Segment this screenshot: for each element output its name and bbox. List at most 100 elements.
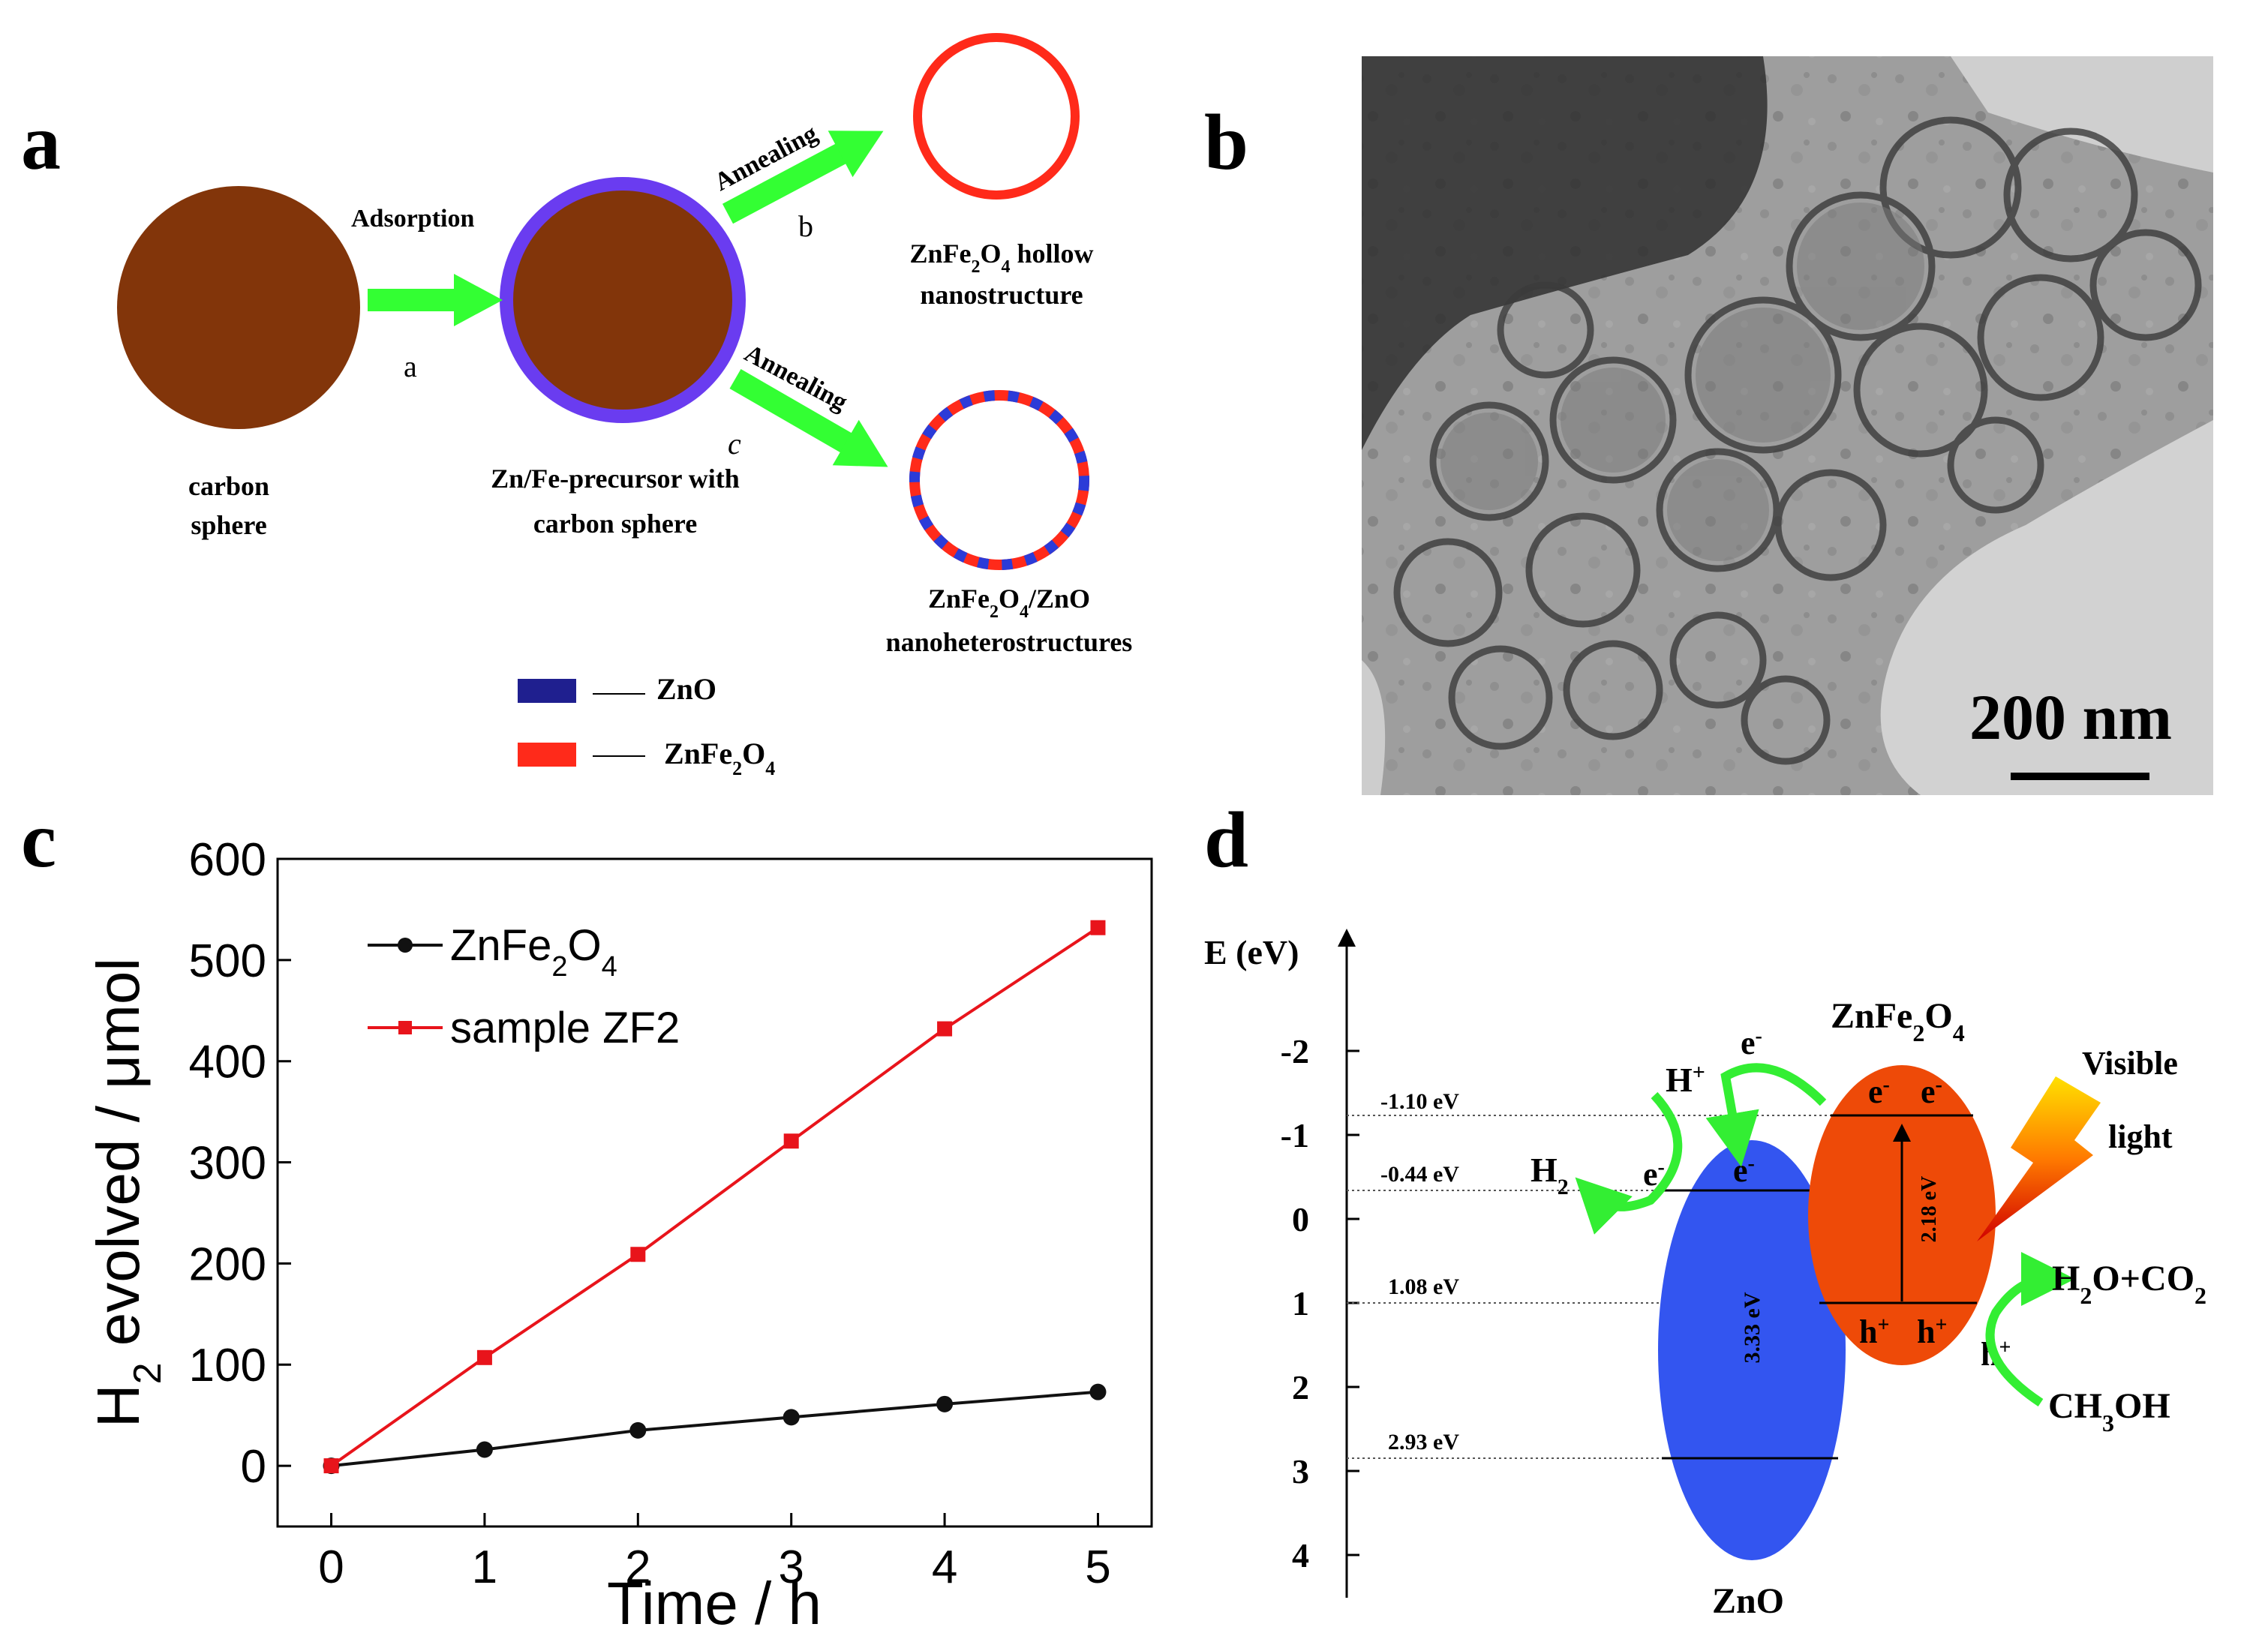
oxidation-arrow: [1985, 1252, 2075, 1406]
h2-evolution-arrow: [1575, 1091, 1683, 1235]
energy-tick-label: 3: [1292, 1452, 1309, 1490]
electron-transfer: e-: [1741, 1025, 1762, 1062]
panel-b-letter: b: [1204, 98, 1248, 186]
tem-image: [1362, 56, 2213, 795]
series-line-1: [330, 926, 1099, 1467]
data-point: [783, 1133, 799, 1149]
x-axis: 0 1 2 3 4 5: [318, 1513, 1111, 1593]
h-plus-label: H+: [1666, 1060, 1705, 1100]
y-tick-label: 400: [189, 1037, 266, 1088]
energy-tick-label: 4: [1292, 1536, 1309, 1574]
energy-tick-label: 2: [1292, 1368, 1309, 1406]
hetero-label-1: ZnFe2O4/ZnO: [928, 584, 1090, 622]
data-point: [937, 1021, 953, 1037]
carbon-sphere: [117, 186, 360, 429]
zno-label: ZnO: [1712, 1581, 1784, 1621]
precursor-sphere: [500, 177, 746, 423]
data-point: [1089, 1383, 1107, 1400]
legend-zf2-text: sample ZF2: [450, 1004, 680, 1052]
x-tick-label: 4: [932, 1541, 957, 1593]
x-tick-label: 2: [625, 1541, 650, 1593]
legend-c: ZnFe2O4 sample ZF2: [368, 921, 680, 1052]
legend-znfe-marker: [398, 938, 413, 953]
x-tick-label: 3: [778, 1541, 804, 1593]
legend-znfe-label: ZnFe2O4: [664, 737, 775, 779]
hollow-label-1: ZnFe2O4 hollow: [909, 239, 1093, 277]
step-a-label: a: [404, 350, 417, 383]
energy-tick-label: -1: [1281, 1116, 1309, 1154]
panel-d: d E (eV) -2 -1 0 1 2 3 4 -1.10 eV -0.44 eV 1.0…: [1204, 796, 2206, 1621]
level-label-3: 1.08 eV: [1388, 1274, 1459, 1299]
y-tick-label: 200: [189, 1238, 266, 1290]
series-line-0: [331, 1390, 1098, 1468]
y-axis-label: H2 evolved / μmol: [85, 958, 170, 1427]
data-point: [476, 1349, 492, 1365]
plot-frame: [276, 857, 1153, 1528]
x-tick-label: 1: [472, 1541, 497, 1593]
carbon-sphere-label-2: sphere: [191, 510, 266, 540]
energy-ticks: -2 -1 0 1 2 3 4: [1281, 1032, 1359, 1574]
hole-1: h+: [1859, 1313, 1889, 1351]
electron-znfe-1: e-: [1868, 1073, 1890, 1111]
precursor-label-2: carbon sphere: [533, 509, 697, 539]
x-axis-label: Time / h: [607, 1570, 822, 1637]
energy-tick-label: -2: [1281, 1032, 1309, 1070]
electron-transfer-arrow: [1705, 1063, 1827, 1167]
data-point: [629, 1421, 647, 1439]
panel-b: b: [1204, 56, 2213, 795]
data-point: [476, 1441, 493, 1458]
lightning-icon: [1977, 1076, 2101, 1241]
step-b-label: b: [798, 209, 813, 243]
energy-axis-label: E (eV): [1204, 933, 1299, 971]
adsorption-label: Adsorption: [351, 205, 474, 233]
arrow-annealing-c: [729, 369, 888, 467]
data-point: [630, 1247, 646, 1262]
scale-bar: [2011, 773, 2149, 780]
reactant-label: CH3OH: [2048, 1386, 2170, 1436]
y-axis: 0 100 200 300 400 500 600: [189, 834, 291, 1493]
carbon-sphere-label-1: carbon: [188, 471, 269, 501]
hollow-sphere: [913, 33, 1080, 200]
legend-zf2-marker: [398, 1021, 412, 1034]
panel-c-letter: c: [21, 796, 56, 884]
panel-c: c 0 100 200 300 400 500 600 0 1 2 3 4 5 Time / h H2…: [21, 796, 1153, 1637]
x-tick-label: 0: [318, 1541, 344, 1593]
hollow-label-2: nanostructure: [920, 280, 1083, 310]
energy-tick-label: 0: [1292, 1200, 1309, 1238]
light-label: light: [2108, 1118, 2173, 1155]
legend-znfe-text: ZnFe2O4: [450, 921, 617, 983]
heterostructure-zno-segments: [909, 390, 1089, 570]
legend-a: ZnO ZnFe2O4: [518, 672, 775, 779]
arrow-annealing-b: [722, 131, 884, 224]
product-label: H2O+CO2: [2052, 1259, 2206, 1309]
znfe-gap-label: 2.18 eV: [1918, 1176, 1941, 1243]
step-c-label: c: [728, 427, 741, 461]
visible-label: Visible: [2082, 1045, 2178, 1082]
panel-a-letter: a: [21, 98, 61, 186]
hole-2: h+: [1917, 1313, 1947, 1351]
legend-zno-swatch: [518, 679, 576, 703]
y-tick-label: 100: [189, 1340, 266, 1391]
legend-znfe-swatch: [518, 743, 576, 767]
energy-level-lines: [1347, 1115, 1876, 1459]
y-tick-label: 600: [189, 834, 266, 886]
scale-bar-label: 200 nm: [1969, 681, 2172, 753]
data-point: [1090, 920, 1106, 935]
data-point: [323, 1458, 339, 1474]
y-tick-label: 300: [189, 1138, 266, 1190]
plot-series: [323, 920, 1107, 1475]
hetero-label-2: nanoheterostructures: [886, 627, 1133, 657]
electron-znfe-2: e-: [1921, 1073, 1942, 1111]
znfe-label: ZnFe2O4: [1831, 996, 1965, 1046]
data-point: [783, 1409, 800, 1426]
level-label-1: -1.10 eV: [1380, 1089, 1459, 1114]
zno-gap-label: 3.33 eV: [1740, 1292, 1765, 1363]
level-label-2: -0.44 eV: [1380, 1162, 1459, 1187]
h2-label: H2: [1531, 1151, 1569, 1199]
y-tick-label: 500: [189, 935, 266, 987]
data-point: [936, 1395, 954, 1412]
panel-a: a Adsorption a Annealing b Annealing c c…: [21, 33, 1133, 779]
level-label-4: 2.93 eV: [1388, 1430, 1459, 1454]
legend-zno-label: ZnO: [656, 672, 716, 706]
